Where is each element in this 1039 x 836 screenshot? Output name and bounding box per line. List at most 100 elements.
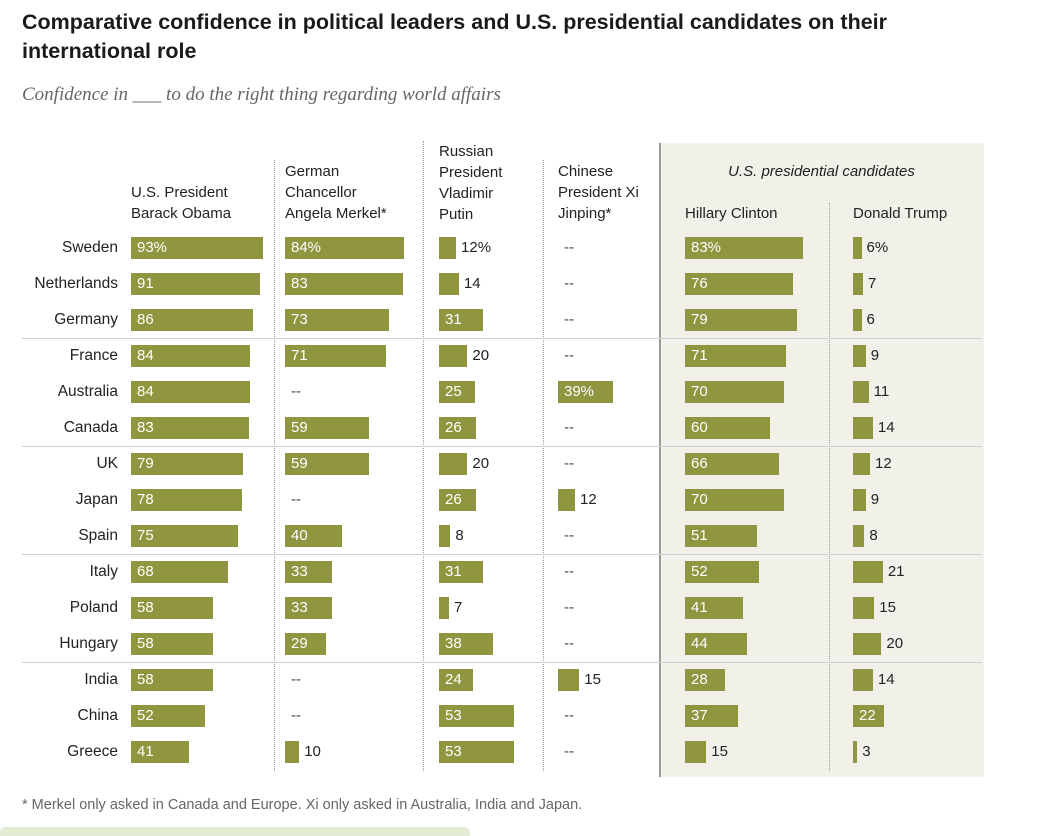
data-label: 79 — [137, 455, 154, 472]
bar — [853, 489, 866, 511]
data-label: 15 — [584, 671, 601, 688]
bar — [439, 345, 468, 367]
bar — [685, 453, 779, 475]
no-data-mark: -- — [564, 743, 574, 760]
bar — [131, 381, 251, 403]
country-label: China — [77, 707, 119, 724]
no-data-mark: -- — [564, 311, 574, 328]
row-group-separator — [22, 338, 982, 339]
data-label: 52 — [691, 563, 708, 580]
data-label: 52 — [137, 707, 154, 724]
column-header-line: Vladimir — [439, 185, 494, 202]
column-header: Chinese President Xi Jinping* — [558, 161, 639, 224]
data-label: 31 — [445, 311, 462, 328]
column-header: Russian President Vladimir Putin — [439, 141, 502, 225]
bar — [285, 597, 332, 619]
column-header-line: President Xi — [558, 184, 639, 201]
data-label: 33 — [291, 599, 308, 616]
bar — [685, 345, 786, 367]
bar — [685, 633, 748, 655]
data-label: 78 — [137, 491, 154, 508]
data-label: 14 — [463, 275, 481, 292]
bar — [439, 381, 475, 403]
column-separator — [829, 203, 830, 771]
bar — [131, 669, 214, 691]
country-label: Netherlands — [34, 275, 118, 292]
country-label: Hungary — [59, 635, 118, 652]
column-header-line: Chinese — [558, 163, 614, 180]
data-label: 83% — [691, 239, 722, 256]
country-label: Australia — [57, 383, 118, 400]
chart-title: Comparative confidence in political lead… — [22, 10, 887, 63]
country-label: UK — [96, 455, 118, 472]
data-label: 6% — [866, 239, 889, 256]
data-label: 68 — [137, 563, 154, 580]
bar — [685, 741, 707, 763]
bar — [685, 597, 744, 619]
data-label: 51 — [691, 527, 708, 544]
country-label: Germany — [54, 311, 118, 328]
bar — [285, 417, 369, 439]
data-label: 3 — [862, 743, 871, 760]
column-header: Hillary Clinton — [685, 203, 778, 224]
bar — [131, 597, 214, 619]
data-label: 33 — [291, 563, 308, 580]
data-label: 20 — [472, 455, 490, 472]
bar — [439, 417, 476, 439]
no-data-mark: -- — [564, 527, 574, 544]
bar — [285, 741, 300, 763]
data-label: 6 — [866, 311, 875, 328]
bar — [285, 237, 405, 259]
column-header-line: Chancellor — [285, 184, 357, 201]
row-group-separator — [22, 662, 982, 663]
data-label: 14 — [877, 419, 895, 436]
data-label: 11 — [873, 383, 890, 400]
data-label: 86 — [137, 311, 154, 328]
no-data-mark: -- — [564, 707, 574, 724]
data-label: 76 — [691, 275, 708, 292]
data-label: 40 — [291, 527, 308, 544]
bar — [285, 453, 369, 475]
data-label: 70 — [691, 491, 708, 508]
column-separator — [274, 160, 275, 771]
data-label: 7 — [453, 599, 463, 616]
data-label: 59 — [291, 455, 308, 472]
bar — [131, 453, 244, 475]
country-label: Spain — [78, 527, 118, 544]
data-label: 59 — [291, 419, 308, 436]
bar — [439, 741, 515, 763]
data-label: 79 — [691, 311, 708, 328]
data-label: 31 — [445, 563, 462, 580]
data-label: 84 — [137, 347, 154, 364]
data-label: 26 — [445, 491, 462, 508]
footer-strip — [0, 827, 470, 836]
bar — [685, 237, 803, 259]
data-label: 25 — [445, 383, 462, 400]
bar — [285, 561, 332, 583]
data-label: 53 — [445, 707, 462, 724]
data-label: 26 — [445, 419, 462, 436]
country-label: Japan — [75, 491, 118, 508]
data-label: 21 — [887, 563, 905, 580]
column-header-line: Hillary Clinton — [685, 205, 778, 222]
bar — [131, 273, 261, 295]
data-label: 20 — [472, 347, 490, 364]
bar — [685, 309, 798, 331]
data-label: 66 — [691, 455, 708, 472]
data-label: 83 — [137, 419, 154, 436]
bar — [285, 633, 327, 655]
data-label: 70 — [691, 383, 708, 400]
bar — [558, 381, 614, 403]
no-data-mark: -- — [291, 383, 301, 400]
bar — [853, 705, 885, 727]
data-label: 15 — [711, 743, 728, 760]
data-label: 44 — [691, 635, 708, 652]
bar — [285, 525, 342, 547]
bar — [853, 345, 866, 367]
bar — [131, 309, 254, 331]
no-data-mark: -- — [564, 563, 574, 580]
bar — [439, 633, 493, 655]
bar — [439, 705, 515, 727]
bar — [131, 633, 214, 655]
data-label: 73 — [291, 311, 308, 328]
